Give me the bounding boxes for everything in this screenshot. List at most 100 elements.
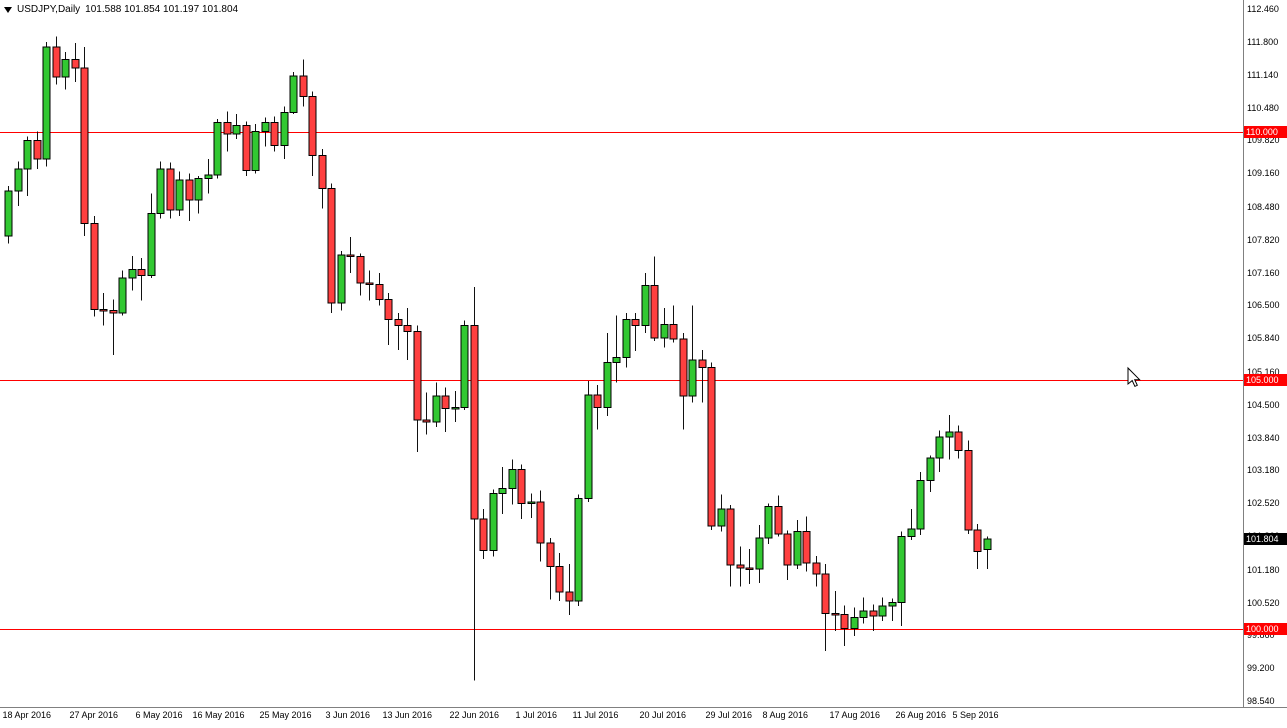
price-axis-label: 99.200 [1247, 663, 1275, 674]
candle-body [622, 318, 631, 359]
candle-body [204, 174, 213, 180]
candle-body [907, 528, 916, 538]
candle-body [346, 254, 355, 258]
candle-body [356, 256, 365, 284]
candle-body [774, 506, 783, 535]
price-axis-label: 107.820 [1247, 234, 1280, 245]
time-axis[interactable]: 18 Apr 2016 27 Apr 2016 6 May 2016 16 May 2… [0, 707, 1287, 728]
candle-body [479, 518, 488, 551]
candle-body [793, 531, 802, 566]
candle-body [717, 508, 726, 527]
candle-body [4, 190, 13, 237]
price-axis-label: 104.500 [1247, 399, 1280, 410]
price-axis-label: 103.840 [1247, 432, 1280, 443]
candle-body [878, 605, 887, 617]
price-axis-label: 100.520 [1247, 597, 1280, 608]
candle-body [14, 168, 23, 192]
price-axis-label: 110.480 [1247, 102, 1279, 113]
time-axis-label: 17 Aug 2016 [829, 710, 881, 720]
candle-body [840, 614, 849, 629]
candle-body [603, 362, 612, 408]
symbol-marker-icon[interactable] [4, 7, 12, 13]
candle-body [973, 529, 982, 552]
candle-body [223, 122, 232, 135]
candle-body [945, 431, 954, 438]
candle-body [498, 487, 507, 494]
candle-body [318, 154, 327, 190]
candle-body [365, 282, 374, 286]
candle-body [688, 359, 697, 397]
candle-body [156, 168, 165, 215]
candle-body [802, 531, 811, 564]
time-axis-label: 27 Apr 2016 [69, 710, 119, 720]
candle-body [536, 501, 545, 544]
candle-body [565, 591, 574, 602]
time-axis-label: 22 Jun 2016 [449, 710, 500, 720]
candle-body [755, 537, 764, 570]
time-axis-label: 13 Jun 2016 [382, 710, 433, 720]
candle-body [185, 179, 194, 201]
candle-body [812, 562, 821, 575]
candle-body [745, 567, 754, 570]
price-axis-label: 111.800 [1247, 37, 1279, 48]
candle-body [888, 602, 897, 607]
candle-body [403, 324, 412, 332]
price-axis-label: 103.180 [1247, 465, 1280, 476]
candle-body [270, 122, 279, 146]
candle-body [460, 324, 469, 408]
candle-body [669, 323, 678, 340]
candle-body [926, 457, 935, 481]
candle-body [584, 394, 593, 499]
candle-body [527, 501, 536, 504]
candle-body [327, 188, 336, 304]
candle-body [726, 508, 735, 566]
time-axis-label: 8 Aug 2016 [762, 710, 809, 720]
candle-body [52, 46, 61, 78]
candle-body [783, 533, 792, 566]
candle-body [99, 308, 108, 312]
candle-body [707, 367, 716, 527]
candle-body [916, 479, 925, 530]
candle-body [897, 536, 906, 604]
candle-body [232, 125, 241, 135]
candle-body [23, 139, 32, 170]
candle-body [422, 419, 431, 423]
hline-price-tag: 110.000 [1244, 125, 1287, 138]
price-axis-label: 98.540 [1247, 696, 1275, 707]
candle-body [850, 617, 859, 629]
candle-body [194, 178, 203, 201]
price-axis-label: 109.160 [1247, 168, 1280, 179]
candle-body [61, 58, 70, 78]
candle-body [213, 122, 222, 176]
ohlc-readout: 101.588 101.854 101.197 101.804 [85, 4, 239, 15]
time-axis-label: 29 Jul 2016 [705, 710, 753, 720]
candle-body [517, 468, 526, 504]
price-axis-label: 107.160 [1247, 267, 1280, 278]
price-axis-label: 105.160 [1247, 367, 1280, 378]
candle-body [289, 75, 298, 114]
price-axis-label: 99.860 [1247, 630, 1275, 641]
candle-body [128, 269, 137, 279]
candle-body [175, 179, 184, 211]
price-axis[interactable]: 112.460 111.800 111.140 110.480 109.820 109.1… [1244, 0, 1287, 707]
candle-body [251, 131, 260, 171]
price-axis-label: 102.520 [1247, 498, 1280, 509]
candle-body [413, 330, 422, 421]
candle-body [147, 213, 156, 277]
candle-body [42, 46, 51, 160]
time-axis-label: 1 Jul 2016 [515, 710, 558, 720]
candle-body [593, 394, 602, 408]
candle-body [546, 542, 555, 567]
candle-body [137, 269, 146, 277]
time-axis-label: 18 Apr 2016 [2, 710, 52, 720]
candle-body [698, 359, 707, 369]
candle-body [470, 324, 479, 520]
time-axis-label: 6 May 2016 [135, 710, 183, 720]
candle-body [821, 573, 830, 615]
candle-body [308, 96, 317, 156]
candle-body [964, 450, 973, 531]
candle-body [679, 338, 688, 397]
candle-body [859, 610, 868, 619]
candle-body [80, 67, 89, 224]
